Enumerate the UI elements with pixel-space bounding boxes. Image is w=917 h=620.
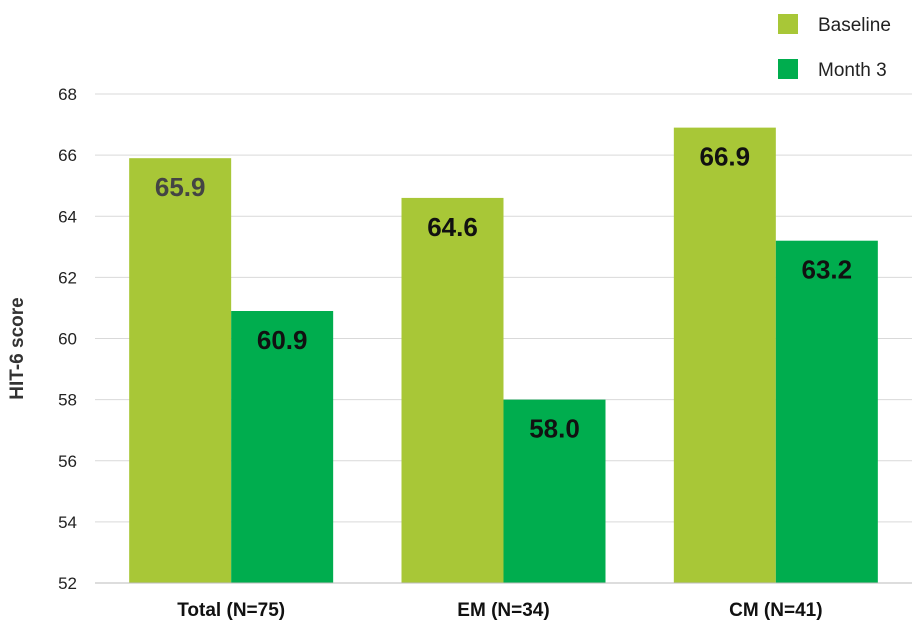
y-tick-label: 52 xyxy=(58,574,77,593)
y-axis-ticks: 52 54 56 58 60 62 64 66 68 xyxy=(58,85,77,593)
y-tick-label: 68 xyxy=(58,85,77,104)
legend-swatch xyxy=(778,14,798,34)
data-label: 66.9 xyxy=(700,142,751,172)
legend-label: Baseline xyxy=(818,15,891,36)
legend-swatch xyxy=(778,59,798,79)
x-axis-categories: Total (N=75) EM (N=34) CM (N=41) xyxy=(177,600,822,620)
legend-label: Month 3 xyxy=(818,60,887,81)
bar-baseline xyxy=(129,158,232,583)
data-label: 64.6 xyxy=(427,212,478,242)
y-tick-label: 60 xyxy=(58,330,77,349)
bar-month-3 xyxy=(503,399,606,583)
y-tick-label: 58 xyxy=(58,391,77,410)
legend: Baseline Month 3 xyxy=(778,14,891,81)
bar-month-3 xyxy=(231,310,334,583)
y-tick-label: 56 xyxy=(58,452,77,471)
bar-month-3 xyxy=(775,240,878,583)
y-tick-label: 66 xyxy=(58,146,77,165)
y-tick-label: 64 xyxy=(58,207,77,226)
x-category-label: Total (N=75) xyxy=(177,600,285,620)
data-label: 58.0 xyxy=(529,414,580,444)
data-labels: 65.9 60.9 64.6 58.0 66.9 63.2 xyxy=(155,142,852,444)
x-category-label: CM (N=41) xyxy=(729,600,822,620)
bar-baseline xyxy=(673,127,776,584)
y-tick-label: 62 xyxy=(58,268,77,287)
data-label: 63.2 xyxy=(802,255,853,285)
x-category-label: EM (N=34) xyxy=(457,600,549,620)
data-label: 65.9 xyxy=(155,172,206,202)
data-label: 60.9 xyxy=(257,325,308,355)
bars xyxy=(129,127,878,584)
bar-baseline xyxy=(401,197,504,583)
y-axis-label: HIT-6 score xyxy=(7,297,28,399)
y-tick-label: 54 xyxy=(58,513,77,532)
